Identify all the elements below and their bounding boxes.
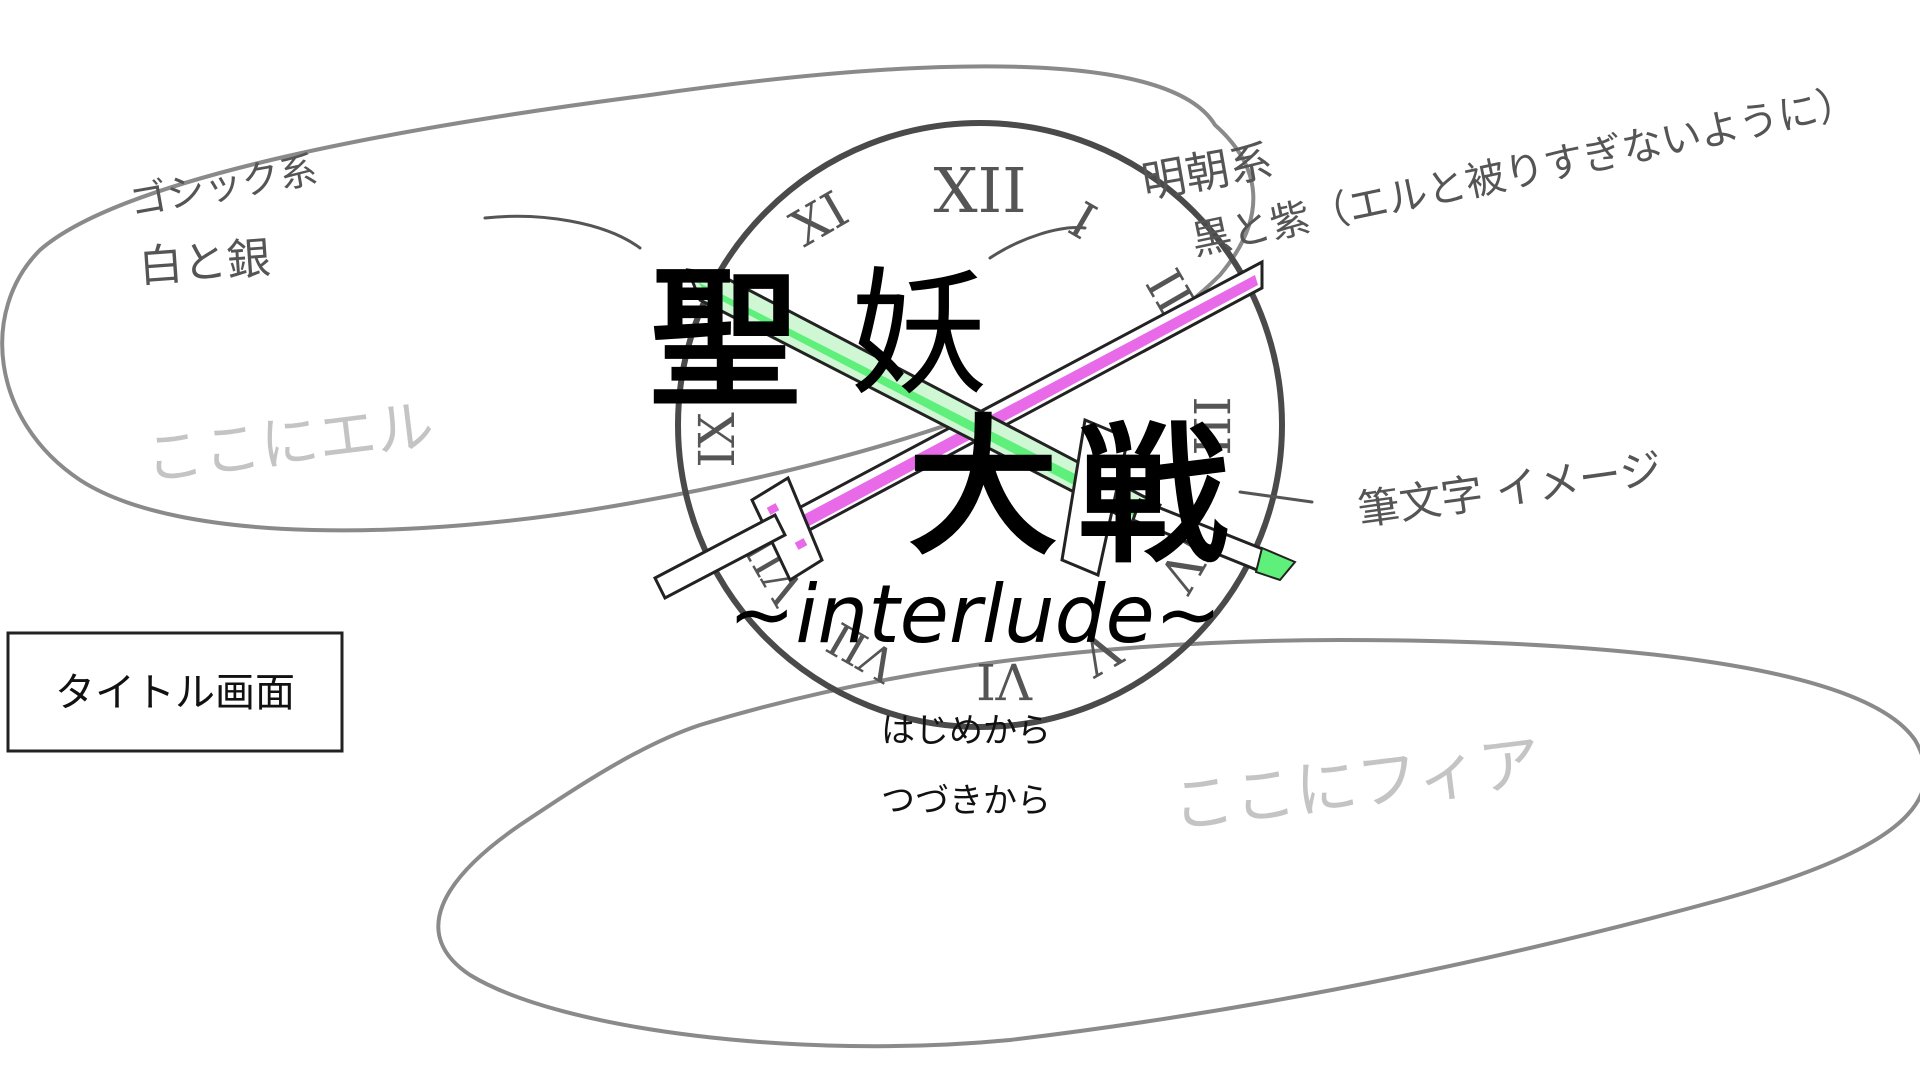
title-kanji-sei: 聖 (650, 252, 800, 428)
left-character-placeholder: ここにエル (141, 391, 437, 494)
right-font-note: 明朝系 (1138, 136, 1277, 209)
clock-numeral-9: IX (688, 412, 746, 468)
clock-numeral-12: XII (933, 154, 1026, 227)
clock-ring (675, 120, 1285, 730)
green-sword-pommel (1254, 546, 1297, 582)
title-kanji-sen: 戦 (1078, 408, 1228, 584)
magenta-sword-guard (750, 475, 824, 583)
clock-numeral-1: I (1059, 191, 1105, 251)
crossed-swords (653, 259, 1297, 601)
title-subtitle: ~interlude~ (728, 568, 1221, 661)
game-title: 聖 妖 大 戦 ~interlude~ (650, 252, 1228, 661)
left-font-note: ゴシック系 (126, 148, 321, 224)
left-color-note: 白と銀 (137, 233, 272, 293)
right-pointer-line (988, 226, 1087, 260)
clock-numeral-6: VI (976, 652, 1033, 710)
green-sword (685, 268, 1297, 582)
right-color-note: 黒と紫（エルと被りすぎないように） (1188, 79, 1862, 265)
green-sword-guard (1060, 417, 1130, 578)
left-pointer-line (483, 214, 642, 250)
title-menu: はじめから つづきから (881, 711, 1051, 821)
screen-label-box: タイトル画面 (6, 631, 344, 753)
clock-numeral-3: III (1182, 396, 1240, 455)
right-character-placeholder: ここにフィア (1168, 725, 1545, 843)
brush-pointer-line (1238, 490, 1314, 504)
brush-note: 筆文字 イメージ (1355, 444, 1665, 535)
title-kanji-you: 妖 (850, 254, 988, 415)
right-character-lasso (436, 637, 1920, 1049)
magenta-sword-hilt (653, 512, 787, 601)
title-kanji-dai: 大 (908, 400, 1058, 576)
magenta-sword (653, 259, 1264, 601)
continue-option[interactable]: つづきから (881, 781, 1051, 821)
screen-label: タイトル画面 (55, 670, 295, 716)
new-game-option[interactable]: はじめから (881, 711, 1051, 751)
